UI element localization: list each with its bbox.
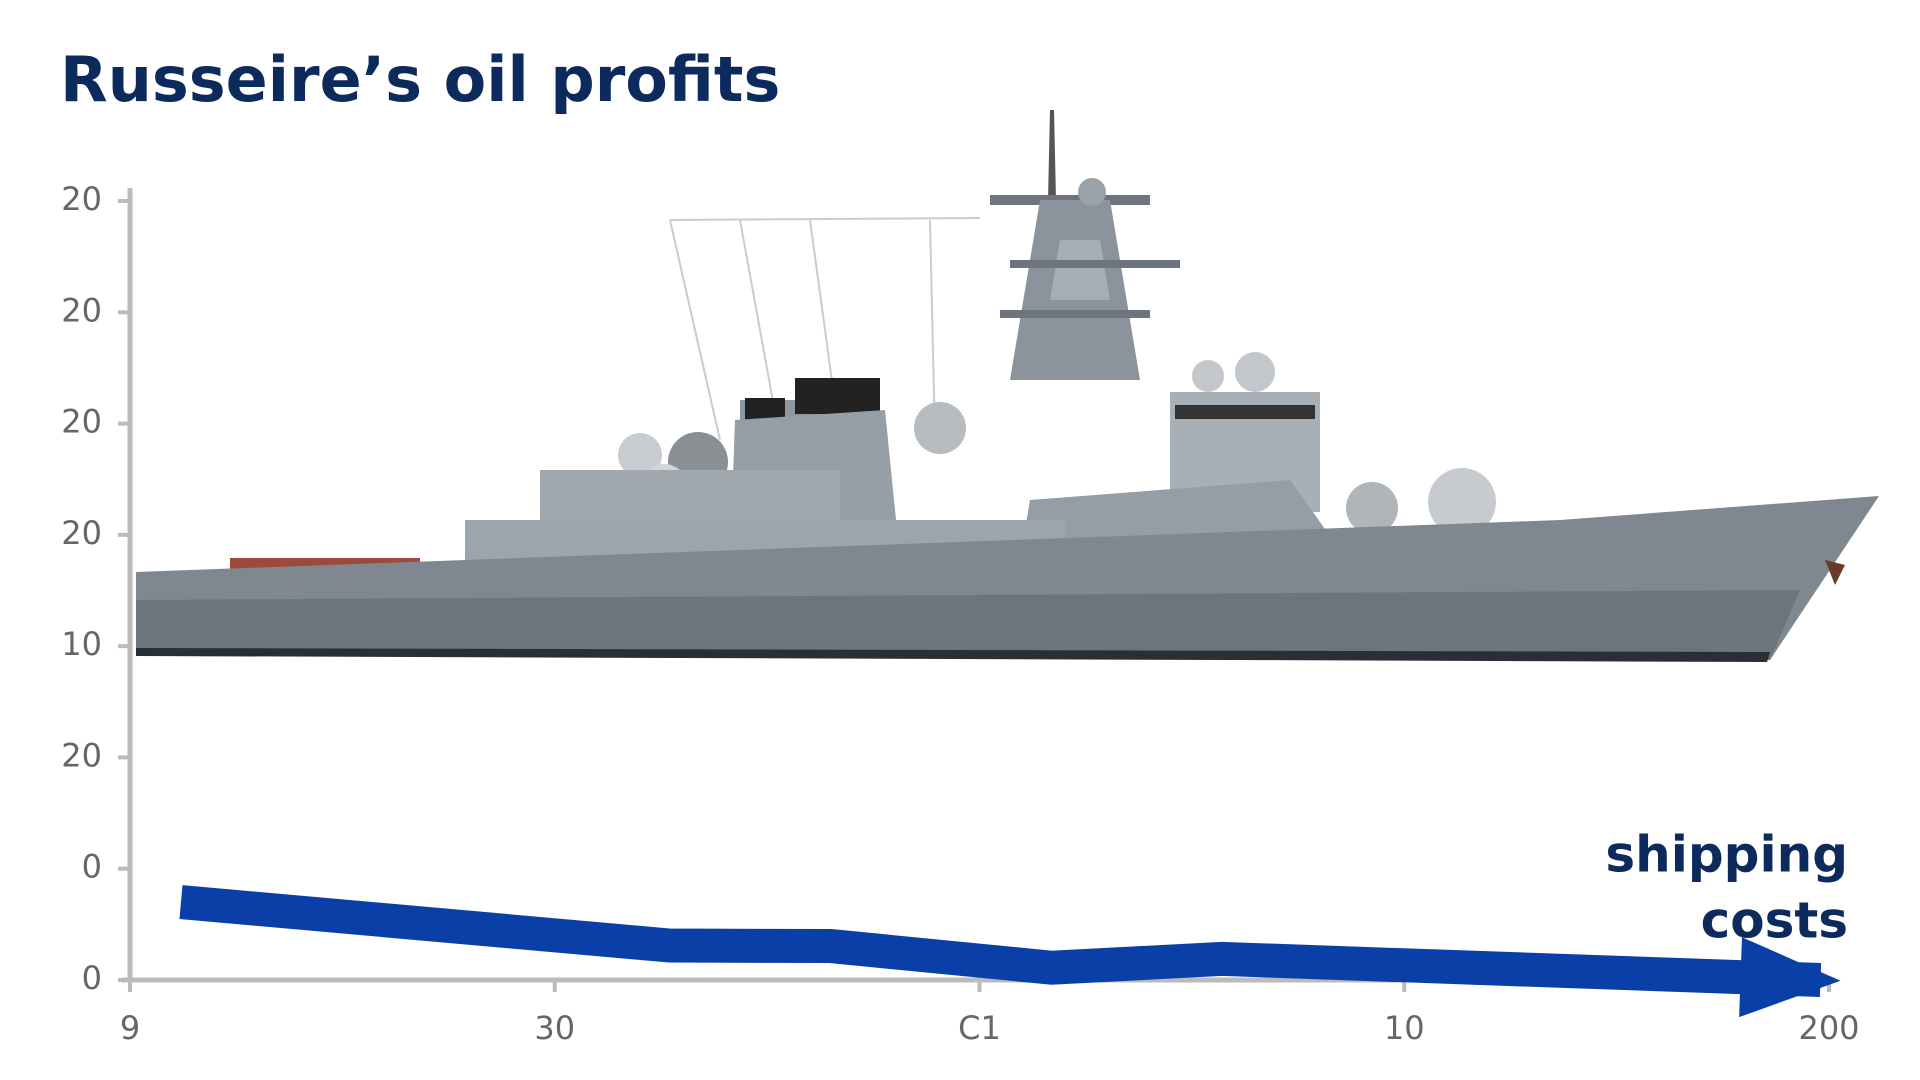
arrowhead [1739,937,1841,1018]
y-tick-label: 20 [61,514,102,552]
x-tick-label: 30 [534,1009,575,1047]
ship-illustration [136,110,1879,662]
y-tick-label: 20 [61,180,102,218]
data-line [179,885,1822,997]
x-tick-label: 200 [1798,1009,1859,1047]
chart-title: Russeire’s oil profits [60,43,780,116]
annotation: shipping [1605,826,1848,884]
y-tick-label: 20 [61,291,102,329]
y-tick-label: 0 [82,959,102,997]
annotation: costs [1701,892,1848,950]
y-tick-label: 10 [61,625,102,663]
y-tick-label: 0 [82,848,102,886]
x-tick-label: C1 [958,1009,1001,1047]
x-tick-label: 10 [1384,1009,1425,1047]
x-tick-label: 9 [120,1009,140,1047]
y-tick-label: 20 [61,403,102,441]
y-tick-label: 20 [61,736,102,774]
